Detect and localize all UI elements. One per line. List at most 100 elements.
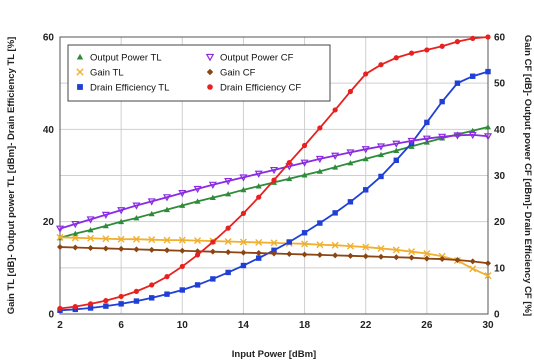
data-point [301, 240, 309, 248]
data-point [393, 157, 399, 163]
y-left-tick-label: 0 [48, 310, 54, 321]
x-tick-label: 6 [118, 320, 124, 331]
legend-item: Drain Efficiency TL [77, 83, 169, 94]
data-point [210, 239, 216, 245]
data-point [271, 177, 277, 183]
data-point [331, 241, 339, 249]
data-point [485, 260, 491, 267]
legend-item: Drain Efficiency CF [207, 83, 301, 94]
data-point-stroke [316, 241, 324, 249]
data-point [485, 34, 491, 40]
data-point [225, 249, 232, 256]
y-axis-left-title: Gain TL [dB]- Output power TL [dBm]- Dra… [6, 37, 17, 315]
data-point [301, 172, 308, 178]
data-point [271, 250, 277, 257]
data-point-stroke [178, 236, 186, 244]
legend-label: Drain Efficiency TL [90, 83, 169, 94]
data-point [424, 119, 430, 126]
data-point [255, 250, 262, 257]
series-drain-efficiency-tl [57, 68, 491, 314]
data-point [87, 301, 94, 307]
data-point [103, 298, 109, 304]
data-point [301, 142, 308, 149]
data-point [484, 272, 492, 280]
data-point [377, 244, 385, 252]
data-point-stroke [331, 241, 339, 249]
data-point [423, 250, 431, 258]
legend-item: Output Power TL [76, 53, 162, 64]
data-point-stroke [255, 238, 263, 246]
data-point [102, 245, 109, 252]
legend-item: Gain TL [76, 68, 124, 79]
data-point-stroke [423, 250, 431, 258]
data-point [485, 124, 491, 130]
data-point [132, 202, 141, 210]
x-tick-label: 14 [238, 320, 250, 331]
data-point [378, 151, 384, 158]
data-point [87, 234, 95, 242]
data-point [57, 244, 63, 251]
y-right-tick-label: 40 [494, 125, 506, 136]
data-point [179, 202, 186, 208]
data-point-stroke [163, 236, 171, 244]
data-point-stroke [469, 265, 477, 273]
y-axis-right-title: Gain CF [dB]- Output power CF [dBm]- Dra… [522, 35, 533, 316]
series-drain-efficiency-cf [57, 34, 491, 312]
data-point [87, 305, 94, 311]
legend-label: Drain Efficiency CF [220, 83, 301, 94]
y-right-tick-label: 0 [494, 310, 500, 321]
legend-label: Output Power TL [90, 53, 162, 64]
data-point-stroke [301, 240, 309, 248]
data-point [102, 235, 110, 243]
data-point [148, 236, 156, 244]
data-point [317, 220, 323, 226]
y-right-tick-label: 60 [494, 33, 506, 44]
data-point [240, 249, 247, 256]
data-point [72, 306, 78, 313]
data-point-stroke [346, 242, 354, 250]
data-point-stroke [239, 238, 247, 246]
data-point [148, 246, 155, 253]
data-point [469, 258, 476, 265]
data-point [117, 207, 126, 215]
data-point-stroke [377, 244, 385, 252]
data-point [332, 210, 338, 216]
data-point [255, 183, 262, 189]
data-point [422, 135, 431, 143]
data-point [346, 149, 355, 157]
data-point [424, 47, 430, 53]
data-point [205, 53, 215, 62]
data-point [454, 39, 461, 45]
data-point [178, 236, 186, 244]
data-point [194, 252, 201, 258]
data-point [469, 265, 477, 273]
data-point-stroke [117, 235, 125, 243]
data-point [408, 50, 415, 56]
data-point [256, 255, 262, 261]
data-point [408, 254, 415, 261]
data-point-stroke [484, 272, 492, 280]
data-point [453, 132, 462, 140]
data-point [408, 248, 416, 256]
y-right-tick-label: 20 [494, 217, 506, 228]
data-point [483, 133, 493, 141]
data-point [164, 291, 170, 297]
data-point [206, 68, 214, 76]
data-point [269, 166, 279, 175]
data-point [193, 185, 202, 194]
data-point [224, 178, 233, 186]
legend-item: Gain CF [206, 68, 256, 79]
data-point [286, 250, 293, 257]
data-point [271, 247, 277, 253]
legend-label: Gain CF [220, 68, 256, 79]
data-point [439, 43, 445, 49]
x-axis-title: Input Power [dBm] [232, 349, 316, 360]
data-point [178, 190, 187, 198]
data-point [378, 62, 384, 68]
data-point [332, 252, 339, 259]
data-point [72, 244, 79, 251]
data-point [301, 251, 308, 258]
data-point [55, 225, 65, 233]
data-point [362, 253, 369, 260]
